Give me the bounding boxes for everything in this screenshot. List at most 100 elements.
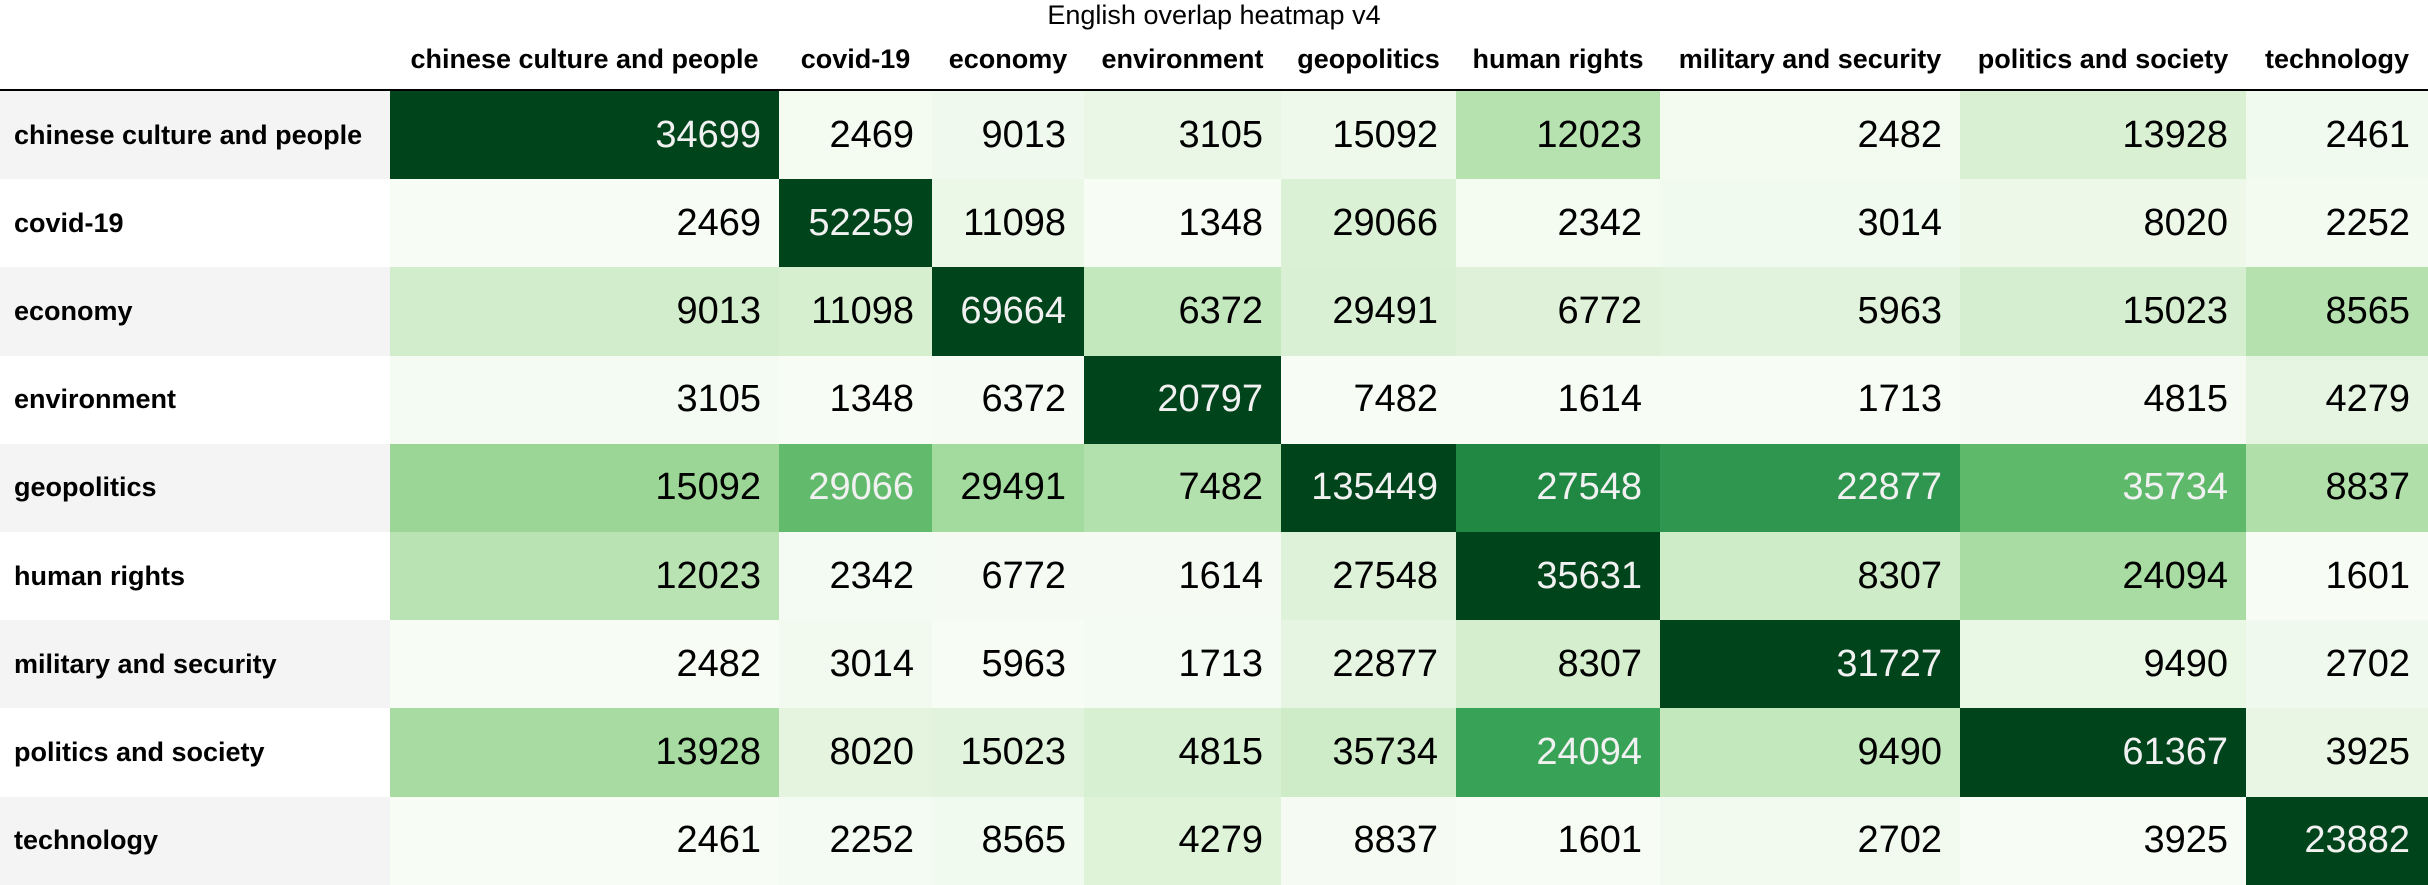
heatmap-cell: 35631 xyxy=(1456,532,1660,621)
heatmap-cell: 31727 xyxy=(1660,620,1960,709)
table-title: English overlap heatmap v4 xyxy=(1047,0,1381,30)
heatmap-cell: 29491 xyxy=(1281,267,1456,356)
heatmap-cell: 8837 xyxy=(2246,443,2428,532)
heatmap-cell: 69664 xyxy=(932,267,1084,356)
heatmap-cell: 5963 xyxy=(932,620,1084,709)
row-header: military and security xyxy=(0,620,390,709)
column-header: politics and society xyxy=(1977,43,2229,74)
heatmap-cell: 2252 xyxy=(2246,179,2428,268)
heatmap-cell: 6772 xyxy=(1456,267,1660,356)
column-header: human rights xyxy=(1472,43,1644,74)
heatmap-cell: 11098 xyxy=(779,267,932,356)
heatmap-cell: 1614 xyxy=(1084,532,1281,621)
heatmap-cell: 13928 xyxy=(1960,91,2246,180)
row-header: economy xyxy=(0,267,390,356)
row-header: chinese culture and people xyxy=(0,91,390,180)
heatmap-cell: 23882 xyxy=(2246,796,2428,885)
heatmap-cell: 4815 xyxy=(1084,708,1281,797)
column-header: chinese culture and people xyxy=(410,43,759,74)
heatmap-cell: 52259 xyxy=(779,179,932,268)
column-header: military and security xyxy=(1678,43,1942,74)
heatmap-cell: 1713 xyxy=(1084,620,1281,709)
heatmap-cell: 13928 xyxy=(390,708,779,797)
heatmap-cell: 34699 xyxy=(390,91,779,180)
heatmap-cell: 9490 xyxy=(1660,708,1960,797)
heatmap-cell: 4279 xyxy=(2246,355,2428,444)
heatmap-cell: 27548 xyxy=(1281,532,1456,621)
heatmap-cell: 29066 xyxy=(1281,179,1456,268)
heatmap-cell: 3014 xyxy=(1660,179,1960,268)
column-header: geopolitics xyxy=(1297,43,1440,74)
heatmap-cell: 12023 xyxy=(1456,91,1660,180)
heatmap-cell: 1601 xyxy=(2246,532,2428,621)
heatmap-cell: 8565 xyxy=(932,796,1084,885)
heatmap-cell: 2702 xyxy=(1660,796,1960,885)
heatmap-cell: 12023 xyxy=(390,532,779,621)
heatmap-cell: 11098 xyxy=(932,179,1084,268)
heatmap-cell: 24094 xyxy=(1456,708,1660,797)
heatmap-cell: 15092 xyxy=(1281,91,1456,180)
heatmap-cell: 6772 xyxy=(932,532,1084,621)
column-header: covid-19 xyxy=(800,43,911,74)
heatmap-cell: 9013 xyxy=(932,91,1084,180)
heatmap-cell: 4279 xyxy=(1084,796,1281,885)
column-header: environment xyxy=(1101,43,1264,74)
heatmap-cell: 29066 xyxy=(779,443,932,532)
heatmap-cell: 6372 xyxy=(1084,267,1281,356)
heatmap-cell: 9013 xyxy=(390,267,779,356)
row-header: geopolitics xyxy=(0,443,390,532)
column-header: technology xyxy=(2264,43,2409,74)
heatmap-cell: 5963 xyxy=(1660,267,1960,356)
heatmap-cell: 8565 xyxy=(2246,267,2428,356)
heatmap-cell: 1601 xyxy=(1456,796,1660,885)
heatmap-cell: 2469 xyxy=(779,91,932,180)
heatmap-cell: 8307 xyxy=(1456,620,1660,709)
column-header: economy xyxy=(948,43,1068,74)
header-rule xyxy=(0,89,2428,91)
heatmap-cell: 6372 xyxy=(932,355,1084,444)
heatmap-cell: 1348 xyxy=(1084,179,1281,268)
heatmap-cell: 8020 xyxy=(1960,179,2246,268)
heatmap-cell: 2702 xyxy=(2246,620,2428,709)
heatmap-cell: 1614 xyxy=(1456,355,1660,444)
heatmap-cell: 3014 xyxy=(779,620,932,709)
heatmap-cell: 2482 xyxy=(390,620,779,709)
heatmap-cell: 1713 xyxy=(1660,355,1960,444)
heatmap-cell: 27548 xyxy=(1456,443,1660,532)
heatmap-cell: 7482 xyxy=(1084,443,1281,532)
heatmap-cell: 8837 xyxy=(1281,796,1456,885)
heatmap-cell: 3925 xyxy=(2246,708,2428,797)
heatmap-cell: 61367 xyxy=(1960,708,2246,797)
heatmap-cell: 2461 xyxy=(2246,91,2428,180)
heatmap-cell: 7482 xyxy=(1281,355,1456,444)
heatmap-cell: 15023 xyxy=(932,708,1084,797)
heatmap-cell: 2469 xyxy=(390,179,779,268)
heatmap-cell: 2252 xyxy=(779,796,932,885)
heatmap-cell: 3105 xyxy=(390,355,779,444)
row-header: politics and society xyxy=(0,708,390,797)
heatmap-cell: 35734 xyxy=(1281,708,1456,797)
heatmap-cell: 1348 xyxy=(779,355,932,444)
heatmap-cell: 9490 xyxy=(1960,620,2246,709)
heatmap-cell: 8020 xyxy=(779,708,932,797)
heatmap-cell: 135449 xyxy=(1281,443,1456,532)
heatmap-cell: 24094 xyxy=(1960,532,2246,621)
heatmap-cell: 2342 xyxy=(779,532,932,621)
row-header: covid-19 xyxy=(0,179,390,268)
heatmap-cell: 2342 xyxy=(1456,179,1660,268)
row-header: environment xyxy=(0,355,390,444)
row-header: technology xyxy=(0,796,390,885)
heatmap-cell: 15092 xyxy=(390,443,779,532)
heatmap-cell: 15023 xyxy=(1960,267,2246,356)
heatmap-cell: 2461 xyxy=(390,796,779,885)
heatmap-cell: 29491 xyxy=(932,443,1084,532)
heatmap-cell: 22877 xyxy=(1660,443,1960,532)
row-header: human rights xyxy=(0,532,390,621)
heatmap-cell: 8307 xyxy=(1660,532,1960,621)
heatmap-cell: 20797 xyxy=(1084,355,1281,444)
heatmap-cell: 2482 xyxy=(1660,91,1960,180)
heatmap-cell: 3105 xyxy=(1084,91,1281,180)
heatmap-cell: 3925 xyxy=(1960,796,2246,885)
heatmap-cell: 4815 xyxy=(1960,355,2246,444)
